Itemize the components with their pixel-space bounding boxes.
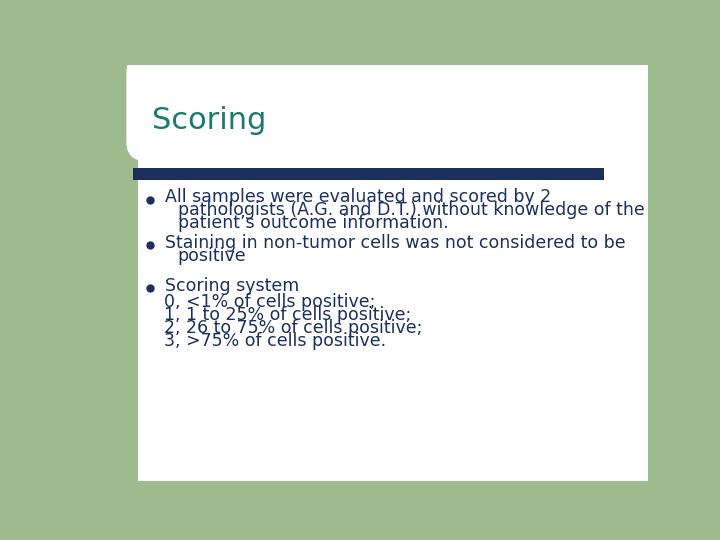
Text: patient’s outcome information.: patient’s outcome information. — [178, 214, 448, 232]
Text: 0, <1% of cells positive;: 0, <1% of cells positive; — [163, 293, 375, 311]
Text: pathologists (A.G. and D.T.) without knowledge of the: pathologists (A.G. and D.T.) without kno… — [178, 201, 644, 219]
Text: positive: positive — [178, 247, 246, 265]
Text: All samples were evaluated and scored by 2: All samples were evaluated and scored by… — [165, 188, 552, 206]
FancyBboxPatch shape — [127, 53, 660, 161]
Text: 2, 26 to 75% of cells positive;: 2, 26 to 75% of cells positive; — [163, 319, 422, 337]
Text: 3, >75% of cells positive.: 3, >75% of cells positive. — [163, 332, 386, 350]
Text: Staining in non-tumor cells was not considered to be: Staining in non-tumor cells was not cons… — [165, 234, 626, 252]
Text: Scoring: Scoring — [152, 106, 266, 135]
Text: 1, 1 to 25% of cells positive;: 1, 1 to 25% of cells positive; — [163, 306, 411, 324]
Bar — [132, 168, 604, 180]
Bar — [90, 65, 138, 481]
Text: Scoring system: Scoring system — [165, 277, 300, 295]
